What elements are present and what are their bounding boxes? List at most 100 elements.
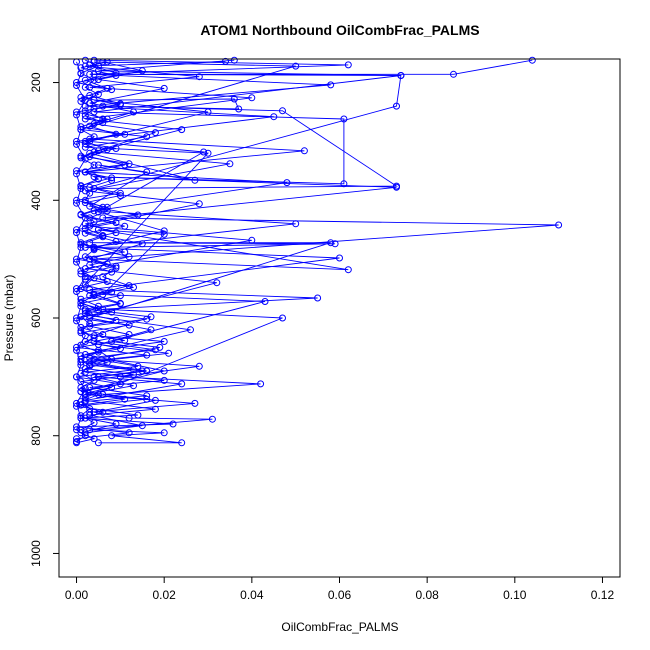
series-layer	[73, 56, 563, 447]
data-point	[86, 362, 94, 370]
data-point	[90, 207, 98, 215]
data-point	[90, 334, 98, 342]
y-tick-label: 400	[29, 190, 43, 210]
series-9	[77, 57, 256, 396]
data-point	[116, 100, 124, 108]
data-point	[191, 176, 199, 184]
data-point	[187, 326, 194, 334]
data-point	[393, 102, 400, 110]
series-8	[81, 56, 352, 401]
data-point	[528, 56, 536, 64]
data-point	[112, 69, 120, 77]
data-point	[340, 115, 348, 123]
data-point	[81, 253, 89, 261]
data-point	[103, 203, 111, 211]
data-point	[125, 429, 133, 437]
data-point	[77, 182, 85, 190]
data-point	[248, 94, 256, 102]
data-point	[143, 351, 151, 359]
data-point	[195, 362, 203, 370]
data-point	[77, 384, 85, 391]
data-point	[235, 105, 243, 113]
x-tick-label: 0.12	[591, 588, 615, 602]
data-point	[77, 93, 85, 101]
data-point	[73, 285, 80, 293]
x-tick-label: 0.10	[503, 588, 527, 602]
data-point	[138, 367, 146, 375]
data-point	[125, 331, 133, 338]
data-point	[103, 278, 111, 285]
data-point	[331, 240, 339, 248]
data-point	[90, 161, 98, 169]
data-point	[279, 314, 286, 322]
data-point	[81, 229, 89, 237]
data-point	[77, 414, 85, 422]
y-tick-label: 600	[29, 308, 43, 328]
data-point	[151, 129, 159, 137]
x-tick-label: 0.04	[240, 588, 264, 602]
data-point	[81, 275, 89, 283]
data-point	[108, 174, 116, 182]
data-point	[77, 426, 85, 434]
data-point	[160, 429, 168, 437]
data-point	[130, 382, 137, 390]
data-point	[178, 439, 186, 447]
data-point	[450, 70, 457, 78]
data-point	[81, 196, 89, 204]
data-point	[112, 130, 120, 138]
data-point	[73, 108, 80, 116]
data-point	[86, 183, 94, 191]
data-point	[86, 214, 94, 222]
data-point	[77, 285, 85, 293]
data-point	[283, 179, 291, 187]
series-line	[89, 59, 559, 444]
data-point	[81, 76, 89, 84]
data-point	[344, 61, 352, 69]
data-point	[77, 97, 85, 105]
data-point	[213, 279, 221, 287]
data-point	[143, 395, 151, 403]
data-point	[77, 313, 85, 321]
data-point	[86, 83, 94, 91]
y-tick-label: 1000	[29, 540, 43, 567]
data-point	[108, 432, 116, 440]
data-point	[143, 315, 151, 323]
data-point	[344, 266, 352, 274]
data-point	[555, 221, 563, 229]
data-point	[230, 95, 238, 103]
data-point	[86, 354, 94, 362]
data-point	[116, 345, 124, 353]
data-point	[73, 255, 80, 263]
data-point	[73, 79, 80, 86]
data-point	[195, 73, 203, 81]
data-point	[81, 351, 89, 358]
data-point	[160, 338, 168, 345]
data-point	[204, 149, 212, 157]
data-point	[397, 72, 405, 79]
data-point	[86, 92, 94, 99]
data-point	[86, 122, 94, 130]
data-point	[147, 326, 155, 334]
data-point	[336, 254, 343, 262]
data-point	[169, 420, 177, 428]
data-point	[108, 86, 116, 94]
data-point	[200, 148, 208, 156]
series-line	[80, 60, 252, 393]
data-point	[191, 399, 199, 407]
data-point	[178, 126, 186, 134]
data-point	[81, 112, 89, 119]
data-point	[121, 336, 129, 344]
data-point	[81, 102, 89, 110]
data-point	[86, 322, 94, 330]
data-point	[160, 367, 168, 375]
data-point	[300, 147, 308, 155]
data-point	[279, 107, 286, 115]
series-10	[81, 61, 168, 406]
data-point	[81, 394, 89, 401]
y-tick-label: 800	[29, 425, 43, 445]
data-point	[77, 341, 85, 349]
data-point	[81, 168, 89, 176]
data-point	[81, 398, 89, 406]
data-point	[195, 200, 203, 208]
